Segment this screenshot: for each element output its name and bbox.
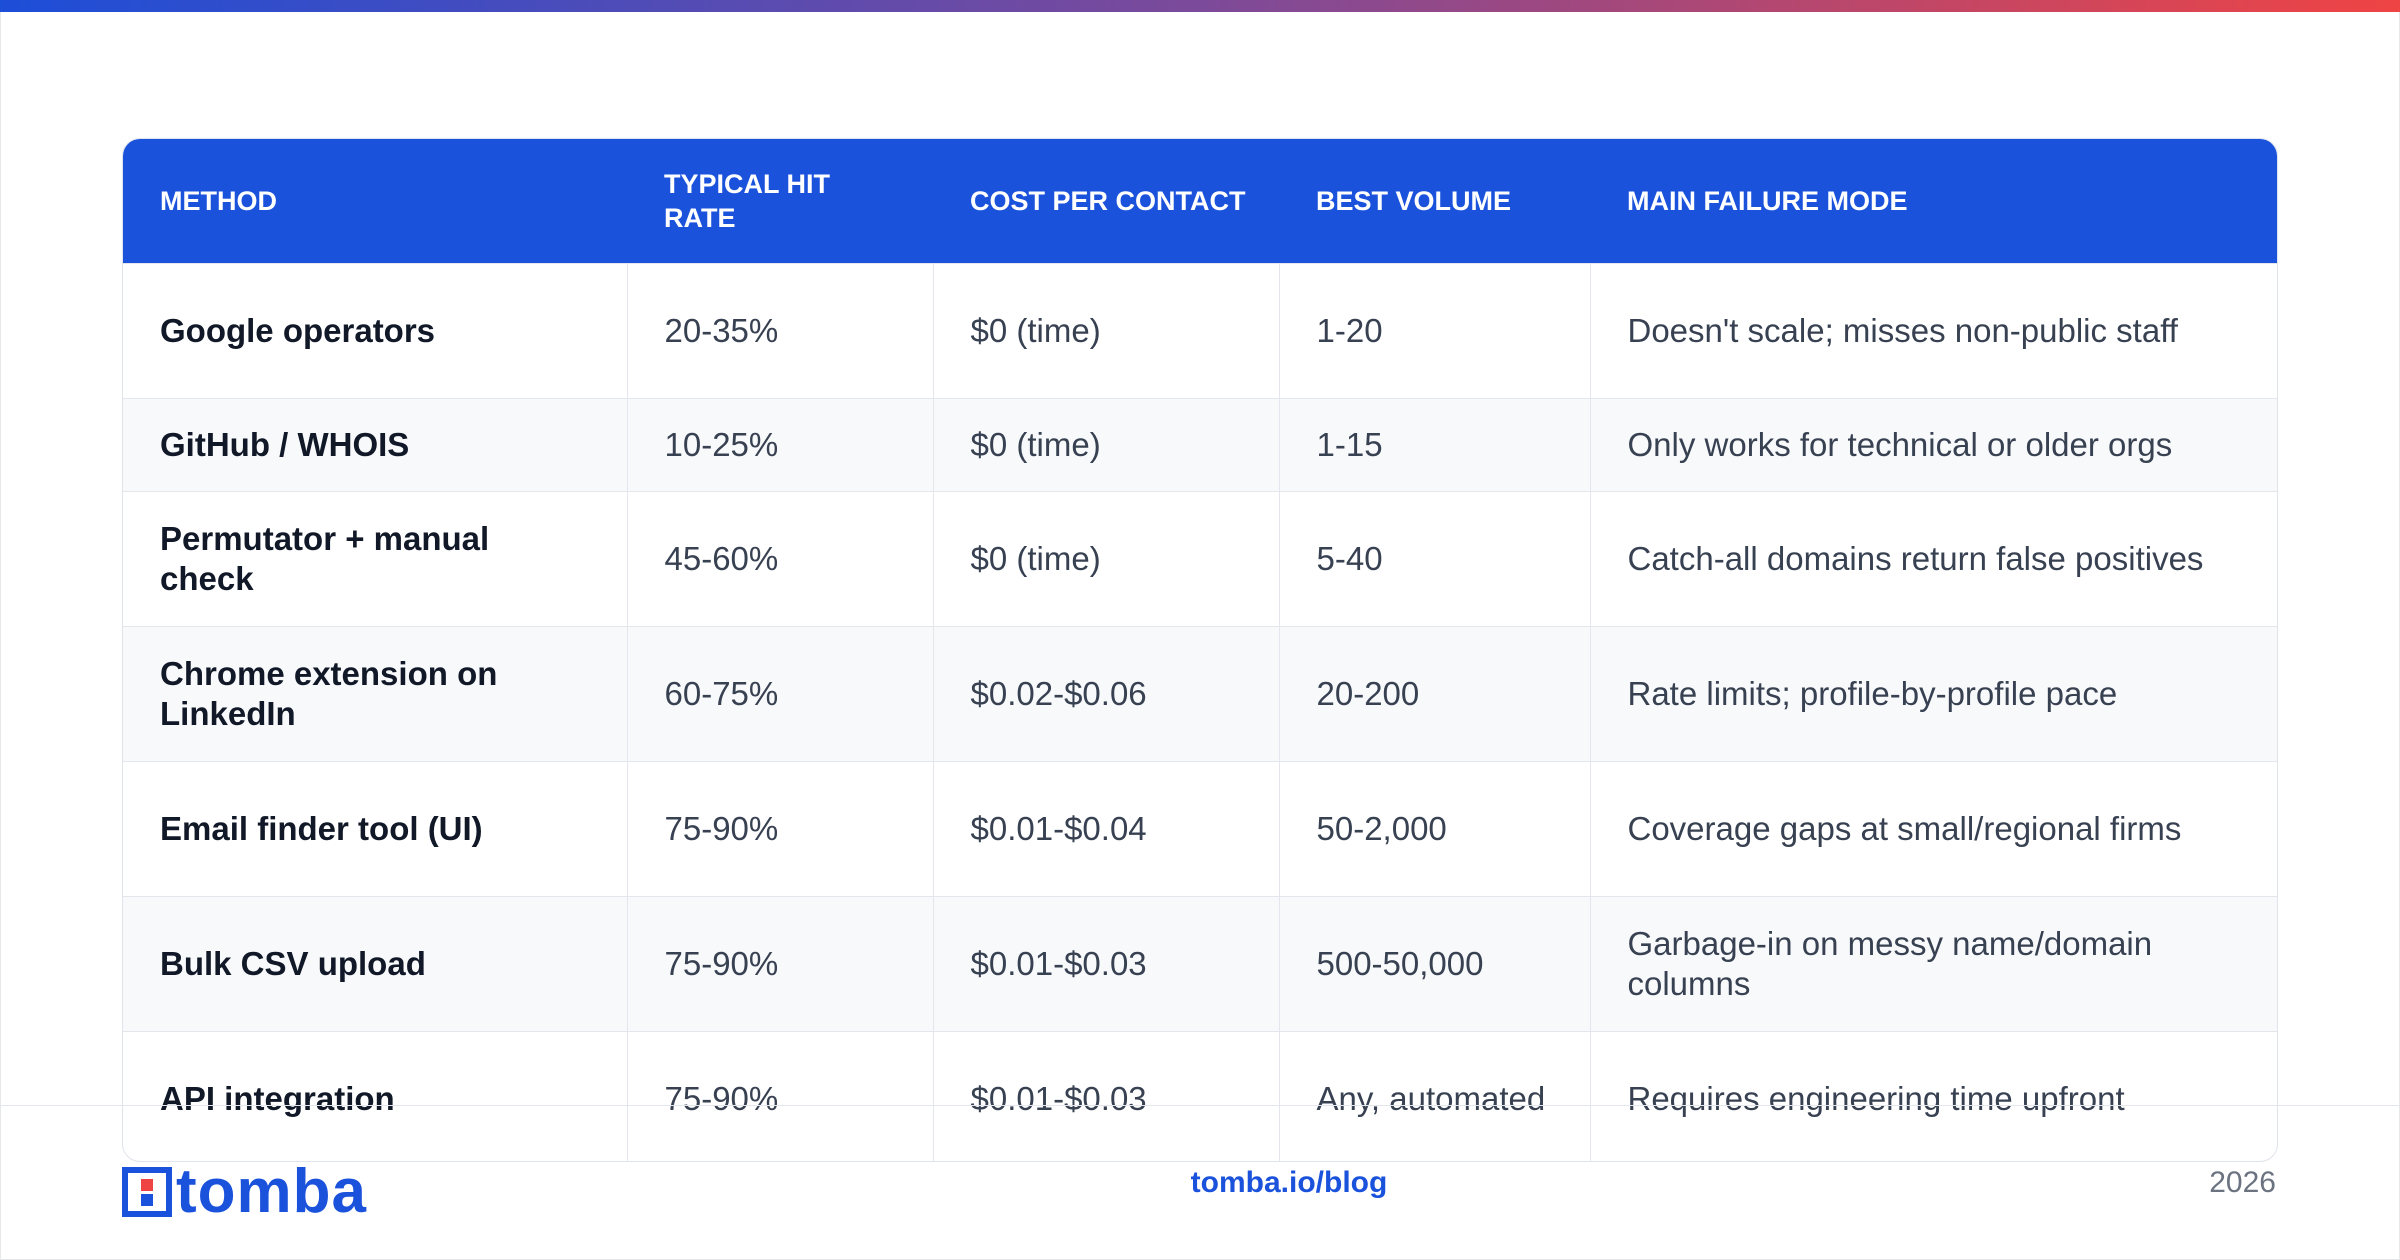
table-cell: Any, automated — [1279, 1031, 1591, 1161]
column-header: TYPICAL HIT RATE — [627, 139, 933, 264]
table-cell: 10-25% — [627, 398, 934, 492]
table-cell: $0.01-$0.03 — [933, 1031, 1280, 1161]
method-cell: Permutator + manual check — [123, 491, 628, 627]
table-cell: 1-15 — [1279, 398, 1591, 492]
method-cell: Google operators — [123, 263, 628, 399]
table-cell: Requires engineering time upfront — [1590, 1031, 2277, 1161]
table-cell: 1-20 — [1279, 263, 1591, 399]
table-row: Email finder tool (UI) 75-90% $0.01-$0.04 5… — [123, 761, 2277, 897]
method-cell: GitHub / WHOIS — [123, 398, 628, 492]
table-cell: 500-50,000 — [1279, 896, 1591, 1032]
table-cell: 20-200 — [1279, 626, 1591, 762]
table-cell: 45-60% — [627, 491, 934, 627]
method-cell: Bulk CSV upload — [123, 896, 628, 1032]
table-row: Chrome extension on LinkedIn 60-75% $0.02-… — [123, 626, 2277, 762]
table-cell: 75-90% — [627, 1031, 934, 1161]
table-cell: $0.02-$0.06 — [933, 626, 1280, 762]
table-row: API integration 75-90% $0.01-$0.03 Any, aut… — [123, 1031, 2277, 1161]
table-row: Permutator + manual check 45-60% $0 (time)… — [123, 491, 2277, 627]
logo-text: tomba — [176, 1157, 367, 1226]
table-cell: 50-2,000 — [1279, 761, 1591, 897]
table-cell: Catch-all domains return false positives — [1590, 491, 2277, 627]
table-cell: Rate limits; profile-by-profile pace — [1590, 626, 2277, 762]
table-cell: 75-90% — [627, 761, 934, 897]
table-body: Google operators 20-35% $0 (time) 1-20 Doesn… — [123, 263, 2277, 1161]
table-cell: 5-40 — [1279, 491, 1591, 627]
method-cell: Chrome extension on LinkedIn — [123, 626, 628, 762]
table-cell: $0.01-$0.04 — [933, 761, 1280, 897]
comparison-table: METHOD TYPICAL HIT RATE COST PER CONTACT BE… — [123, 139, 2277, 1161]
column-header: COST PER CONTACT — [933, 139, 1279, 264]
header-row: METHOD TYPICAL HIT RATE COST PER CONTACT BE… — [123, 139, 2277, 264]
footer-divider — [0, 1105, 2400, 1106]
column-header: METHOD — [123, 139, 627, 264]
method-cell: Email finder tool (UI) — [123, 761, 628, 897]
method-cell: API integration — [123, 1031, 628, 1161]
table-cell: $0.01-$0.03 — [933, 896, 1280, 1032]
logo: tomba — [122, 1156, 367, 1227]
top-gradient-bar — [0, 0, 2400, 12]
table-cell: Only works for technical or older orgs — [1590, 398, 2277, 492]
table-row: Bulk CSV upload 75-90% $0.01-$0.03 500-50,0… — [123, 896, 2277, 1032]
table-row: Google operators 20-35% $0 (time) 1-20 Doesn… — [123, 263, 2277, 399]
table-row: GitHub / WHOIS 10-25% $0 (time) 1-15 Only wo… — [123, 398, 2277, 492]
table-card: METHOD TYPICAL HIT RATE COST PER CONTACT BE… — [122, 138, 2278, 1162]
year: 2026 — [2209, 1166, 2276, 1199]
blog-link[interactable]: tomba.io/blog — [1190, 1166, 1388, 1199]
column-header: MAIN FAILURE MODE — [1590, 139, 2277, 264]
table-cell: 60-75% — [627, 626, 934, 762]
column-header: BEST VOLUME — [1279, 139, 1590, 264]
table-cell: 20-35% — [627, 263, 934, 399]
table-cell: $0 (time) — [933, 398, 1280, 492]
table-cell: Coverage gaps at small/regional firms — [1590, 761, 2277, 897]
logo-icon — [122, 1166, 172, 1217]
table-cell: $0 (time) — [933, 491, 1280, 627]
table-cell: Garbage-in on messy name/domain columns — [1590, 896, 2277, 1032]
table-cell: 75-90% — [627, 896, 934, 1032]
table-cell: $0 (time) — [933, 263, 1280, 399]
table-cell: Doesn't scale; misses non-public staff — [1590, 263, 2277, 399]
